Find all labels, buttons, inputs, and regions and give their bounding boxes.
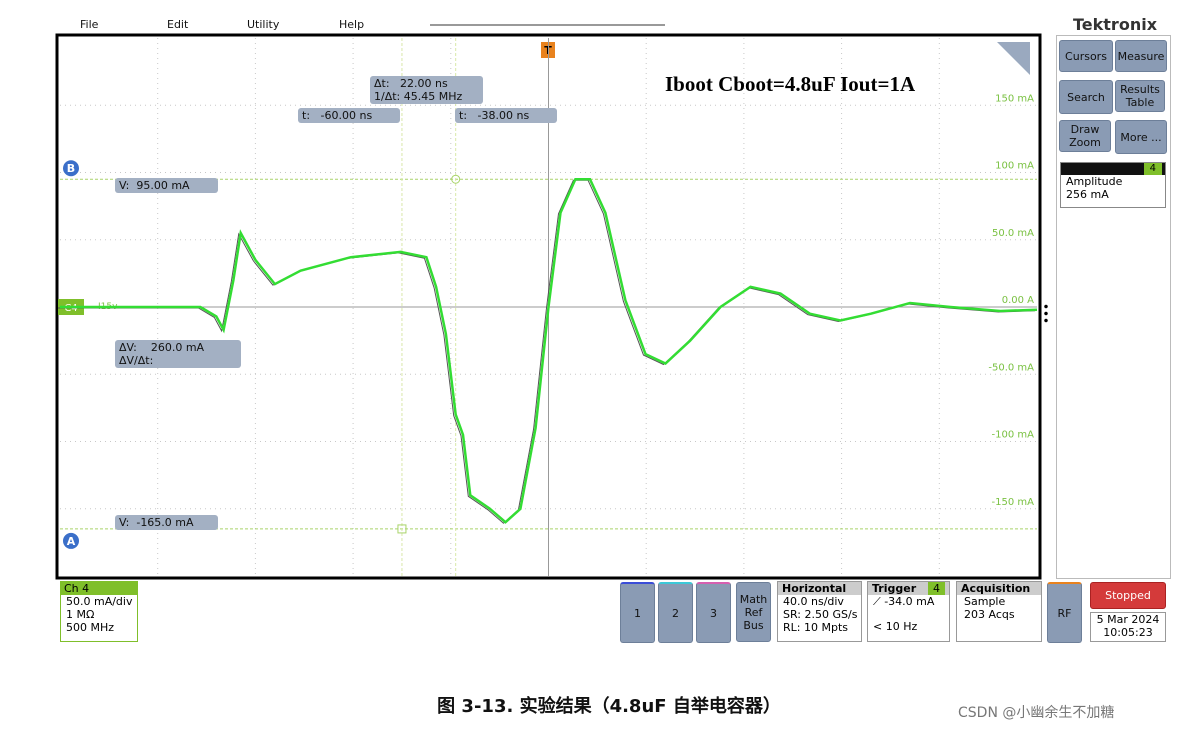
channel-title: Ch 4 xyxy=(61,582,137,595)
vb: 95.00 mA xyxy=(136,179,190,192)
menu-item[interactable]: File xyxy=(80,18,99,31)
t1: -60.00 ns xyxy=(320,109,373,122)
channel-button[interactable]: 1 xyxy=(620,582,655,643)
va: -165.0 mA xyxy=(136,516,194,529)
dt-value: 22.00 ns xyxy=(400,77,448,90)
channel-button[interactable]: 2 xyxy=(658,582,693,643)
side-button[interactable]: Search xyxy=(1059,80,1113,114)
plot-title: Iboot Cboot=4.8uF Iout=1A xyxy=(665,72,916,96)
label: t: xyxy=(302,109,311,122)
y-tick-label: 150 mA xyxy=(995,93,1034,104)
cursor-readout: t: -60.00 ns xyxy=(298,108,400,123)
acquisition-line: Sample xyxy=(964,595,1006,608)
measurement-value: 256 mA xyxy=(1066,188,1109,201)
inv-value: 45.45 MHz xyxy=(403,90,463,103)
horizontal-line: RL: 10 Mpts xyxy=(783,621,848,634)
waveform xyxy=(60,177,1038,524)
datetime: 5 Mar 2024 10:05:23 xyxy=(1090,612,1166,642)
acquisition-line: 203 Acqs xyxy=(964,608,1015,621)
label: Δt: xyxy=(374,77,390,90)
menu-item[interactable]: Utility xyxy=(247,18,280,31)
label: V: xyxy=(119,179,130,192)
trigger-box[interactable]: Trigger 4 ⟋ -34.0 mA < 10 Hz xyxy=(867,581,950,642)
cursor-readout: V: -165.0 mA xyxy=(115,515,218,530)
caption: 图 3-13. 实验结果（4.8uF 自举电容器） xyxy=(437,696,781,717)
y-tick-label: -50.0 mA xyxy=(988,362,1034,373)
zoom-corner[interactable] xyxy=(997,42,1030,75)
acquisition-title: Acquisition xyxy=(957,582,1041,595)
trigger-title: Trigger xyxy=(872,582,917,595)
rf-button[interactable]: RF xyxy=(1047,582,1082,643)
trigger-freq: < 10 Hz xyxy=(873,620,918,633)
horizontal-box[interactable]: Horizontal 40.0 ns/div SR: 2.50 GS/s RL:… xyxy=(777,581,862,642)
label: V: xyxy=(119,516,130,529)
y-tick-label: -100 mA xyxy=(992,430,1035,441)
label: t: xyxy=(459,109,468,122)
label: 1/Δt: xyxy=(374,90,401,103)
watermark: CSDN @小幽余生不加糖 xyxy=(958,705,1115,721)
horizontal-line: 40.0 ns/div xyxy=(783,595,844,608)
y-tick-label: 0.00 A xyxy=(1002,295,1034,306)
y-tick-label: 100 mA xyxy=(995,161,1034,172)
measurement-name: Amplitude xyxy=(1066,175,1123,188)
cursor-readout: t: -38.00 ns xyxy=(455,108,557,123)
measurement-badge[interactable]: 4 Amplitude 256 mA xyxy=(1060,162,1166,208)
side-button[interactable]: Draw Zoom xyxy=(1059,120,1111,152)
label: ΔV: xyxy=(119,341,137,354)
channel-box[interactable]: Ch 4 50.0 mA/div 1 MΩ 500 MHz xyxy=(60,581,138,642)
cursor-readout: ΔV: 260.0 mA ΔV/Δt: xyxy=(115,340,241,368)
measurement-channel: 4 xyxy=(1143,163,1162,175)
channel-button[interactable]: 3 xyxy=(696,582,731,643)
math-button[interactable]: Math Ref Bus xyxy=(736,582,771,642)
dv: 260.0 mA xyxy=(150,341,205,354)
date: 5 Mar 2024 xyxy=(1096,613,1160,626)
math-line: Bus xyxy=(743,618,764,632)
cursor-intersect xyxy=(451,174,461,184)
menu-item[interactable]: Help xyxy=(339,18,365,31)
cursor-intersect xyxy=(397,524,407,534)
label: ΔV/Δt: xyxy=(119,354,154,367)
cursor-badge-label: B xyxy=(67,162,75,175)
acquisition-box[interactable]: Acquisition Sample 203 Acqs xyxy=(956,581,1042,642)
side-button[interactable]: Results Table xyxy=(1115,80,1165,112)
cursor-badge xyxy=(63,532,79,549)
side-button[interactable]: Cursors xyxy=(1059,40,1113,72)
cursor-readout: Δt: 22.00 ns 1/Δt: 45.45 MHz xyxy=(370,76,483,104)
menu-item[interactable]: Edit xyxy=(167,18,189,31)
channel-line: 1 MΩ xyxy=(66,608,95,621)
cursor-readout: V: 95.00 mA xyxy=(115,178,218,193)
y-tick-label: 50.0 mA xyxy=(992,228,1034,239)
cursor-badge-label: A xyxy=(67,535,76,548)
side-button[interactable]: Measure xyxy=(1115,40,1167,72)
horizontal-title: Horizontal xyxy=(778,582,861,595)
handle[interactable] xyxy=(1044,303,1048,323)
t2: -38.00 ns xyxy=(477,109,530,122)
channel-line: 50.0 mA/div xyxy=(66,595,133,608)
time: 10:05:23 xyxy=(1103,626,1153,639)
trigger-level: -34.0 mA xyxy=(884,595,935,608)
math-line: Ref xyxy=(744,605,763,619)
trigger-channel: 4 xyxy=(928,582,945,595)
math-line: Math xyxy=(739,592,768,606)
brand: Tektronix xyxy=(1073,15,1158,34)
y-tick-label: -150 mA xyxy=(992,497,1035,508)
channel-line: 500 MHz xyxy=(66,621,115,634)
run-status[interactable]: Stopped xyxy=(1090,582,1166,609)
cursor-badge xyxy=(63,160,79,177)
horizontal-line: SR: 2.50 GS/s xyxy=(783,608,858,621)
side-button[interactable]: More ... xyxy=(1115,120,1167,154)
side-panel xyxy=(1056,35,1171,579)
